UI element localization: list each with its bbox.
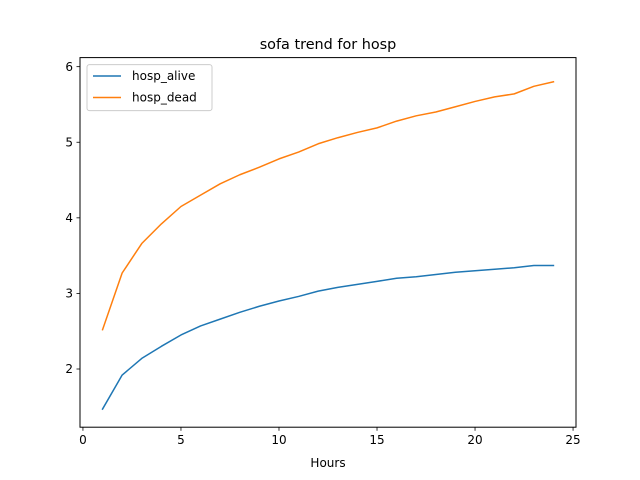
x-tick-label: 5 bbox=[177, 433, 185, 447]
axes-frame bbox=[79, 57, 577, 428]
y-tick-label: 2 bbox=[65, 362, 73, 376]
x-tick-label: 15 bbox=[369, 433, 384, 447]
x-axis: 0 5 10 15 20 25 bbox=[79, 427, 581, 447]
x-tick-label: 20 bbox=[467, 433, 482, 447]
chart-title: sofa trend for hosp bbox=[260, 37, 397, 53]
x-tick-label: 10 bbox=[271, 433, 286, 447]
x-axis-label: Hours bbox=[310, 456, 345, 470]
plot-area bbox=[79, 57, 577, 428]
y-tick-label: 4 bbox=[65, 211, 73, 225]
legend: hosp_alive hosp_dead bbox=[86, 64, 213, 112]
series-line-hosp-dead bbox=[101, 80, 555, 331]
y-axis: 2 3 4 5 6 bbox=[65, 60, 80, 376]
y-tick-label: 6 bbox=[65, 60, 73, 74]
legend-label-hosp-dead: hosp_dead bbox=[132, 91, 197, 105]
x-tick-label: 25 bbox=[565, 433, 580, 447]
y-tick-label: 5 bbox=[65, 135, 73, 149]
legend-label-hosp-alive: hosp_alive bbox=[132, 69, 195, 83]
x-tick-label: 0 bbox=[79, 433, 87, 447]
series-layer bbox=[101, 80, 555, 411]
y-tick-label: 3 bbox=[65, 287, 73, 301]
series-line-hosp-alive bbox=[101, 264, 555, 411]
